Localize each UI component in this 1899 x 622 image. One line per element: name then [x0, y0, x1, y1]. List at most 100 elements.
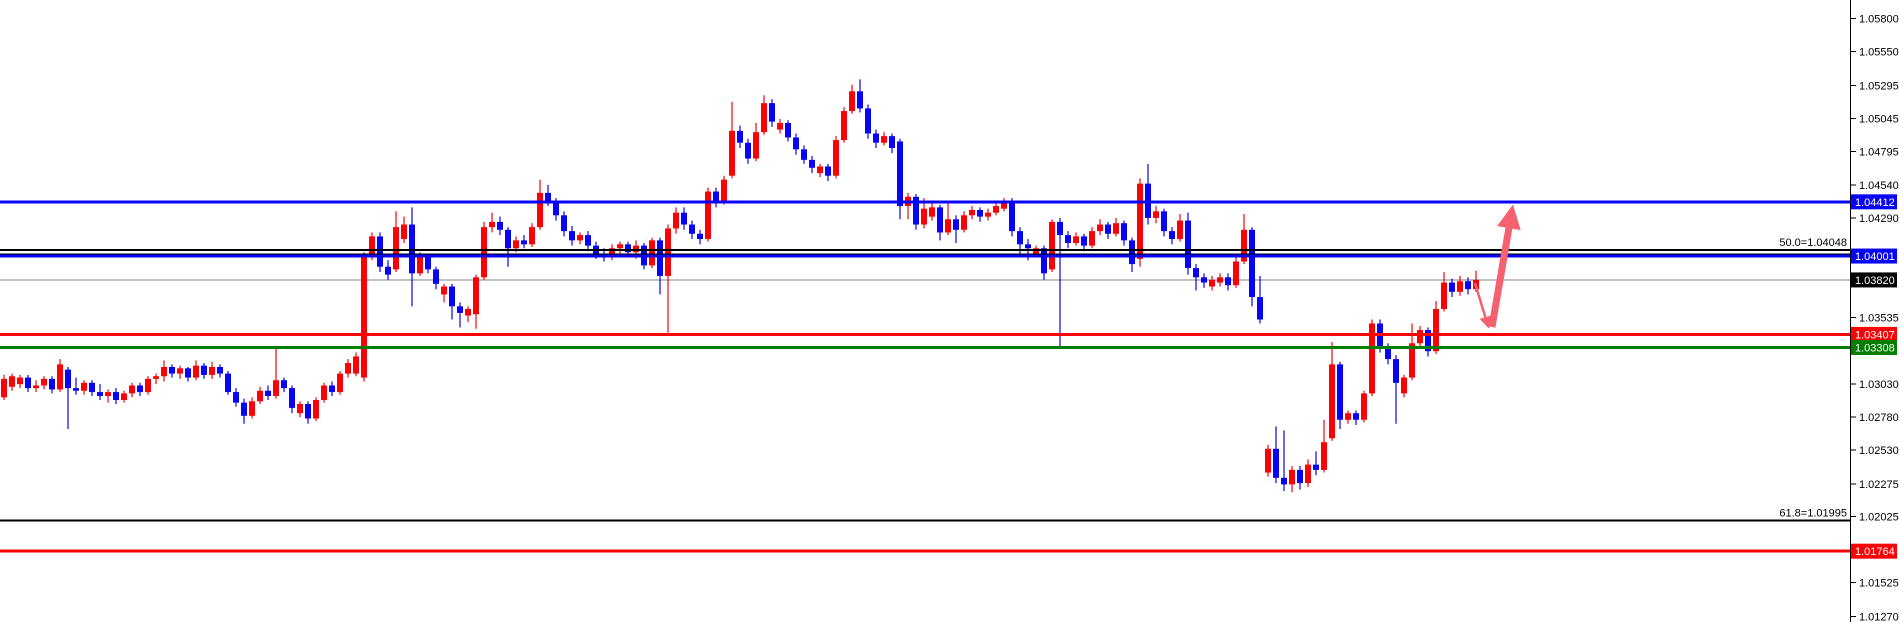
candle-body — [1409, 343, 1415, 378]
candle-body — [377, 236, 383, 267]
candle-body — [761, 103, 767, 133]
axis-tick-label: 1.02275 — [1859, 479, 1899, 491]
arrow-head — [1497, 204, 1521, 231]
candle-body — [49, 378, 55, 390]
candle-body — [1209, 279, 1215, 287]
arrow-shaft — [1473, 282, 1487, 318]
candle-body — [1177, 220, 1183, 240]
candle-body — [1081, 236, 1087, 246]
candle-body — [1249, 229, 1255, 298]
candle-body — [1033, 248, 1039, 255]
candle-body — [1073, 236, 1079, 243]
candle-body — [137, 385, 143, 393]
fib-labels-layer: 50.0=1.04048 61.8=1.01995 — [1779, 237, 1847, 520]
level-lines-layer[interactable] — [0, 200, 1850, 553]
axis-tick-label: 1.04290 — [1859, 213, 1899, 225]
candle-body — [89, 382, 95, 393]
candle-body — [1233, 261, 1239, 286]
candle-body — [1025, 244, 1031, 249]
candle-body — [993, 206, 999, 213]
candle-body — [897, 141, 903, 207]
candle-body — [1281, 477, 1287, 485]
candle-body — [809, 159, 815, 168]
candle-body — [185, 368, 191, 378]
price-badge-resistance-upper — [1851, 194, 1897, 210]
candle-body — [1361, 393, 1367, 420]
candle-wick — [1395, 355, 1397, 424]
candle-wick — [75, 377, 77, 395]
arrow-head — [1479, 315, 1492, 329]
candle-body — [1185, 220, 1191, 269]
candle-body — [1329, 364, 1335, 439]
candle-body — [1241, 229, 1247, 262]
candle-body — [25, 377, 31, 389]
candle-body — [313, 399, 319, 419]
price-badge-label: 1.03820 — [1855, 275, 1895, 287]
candle-body — [273, 380, 279, 397]
candle-wick — [459, 302, 461, 328]
candle-body — [1297, 469, 1303, 484]
candle-body — [209, 367, 215, 375]
candle-body — [1049, 221, 1055, 270]
candle-body — [545, 192, 551, 203]
candle-body — [1121, 223, 1127, 241]
candle-body — [505, 229, 511, 249]
candle-body — [113, 392, 119, 400]
candle-body — [705, 191, 711, 240]
candle-body — [849, 91, 855, 112]
candle-body — [401, 224, 407, 240]
candle-body — [929, 207, 935, 217]
candle-body — [1129, 240, 1135, 265]
candle-body — [561, 215, 567, 232]
candle-body — [937, 207, 943, 233]
axis-tick-label: 1.01525 — [1859, 578, 1899, 590]
axis-tick-label: 1.05295 — [1859, 80, 1899, 92]
candle-body — [1385, 347, 1391, 360]
candle-body — [217, 367, 223, 374]
candle-body — [225, 373, 231, 393]
candle-body — [1057, 221, 1063, 236]
candle-body — [489, 221, 495, 228]
candle-body — [65, 369, 71, 389]
candle-body — [769, 103, 775, 122]
candle-body — [449, 286, 455, 307]
candle-body — [681, 212, 687, 225]
candle-body — [1137, 183, 1143, 259]
candle-body — [281, 380, 287, 389]
candle-body — [825, 166, 831, 176]
candle-wick — [907, 192, 909, 220]
axis-tick-label: 1.03535 — [1859, 313, 1899, 325]
candle-body — [873, 133, 879, 143]
candle-body — [1089, 231, 1095, 246]
trade-signal-arrow[interactable] — [1473, 204, 1521, 329]
candle-body — [1353, 413, 1359, 420]
axis-tick-label: 1.04795 — [1859, 146, 1899, 158]
candle-body — [169, 367, 175, 374]
candle-body — [393, 227, 399, 270]
candle-body — [193, 365, 199, 378]
candle-body — [753, 132, 759, 159]
candle-wick — [1283, 430, 1285, 492]
candle-body — [481, 227, 487, 278]
candle-body — [1097, 224, 1103, 232]
candle-body — [785, 122, 791, 138]
candle-body — [889, 136, 895, 149]
candle-body — [153, 376, 159, 379]
candle-body — [321, 385, 327, 400]
candle-body — [457, 306, 463, 313]
candle-body — [1217, 277, 1223, 283]
candle-body — [241, 402, 247, 416]
candle-body — [161, 367, 167, 377]
price-badge-label: 1.04001 — [1855, 251, 1895, 263]
candle-body — [1337, 364, 1343, 420]
candle-body — [529, 227, 535, 245]
price-axis[interactable]: 1.05800 1.05550 1.05295 1.05045 1.04795 1.045… — [1850, 0, 1899, 622]
fib-label: 50.0=1.04048 — [1779, 237, 1847, 249]
candle-body — [345, 363, 351, 374]
axis-panel-bg — [1851, 0, 1899, 622]
candle-body — [417, 256, 423, 274]
candle-body — [81, 382, 87, 391]
candle-body — [1009, 202, 1015, 232]
